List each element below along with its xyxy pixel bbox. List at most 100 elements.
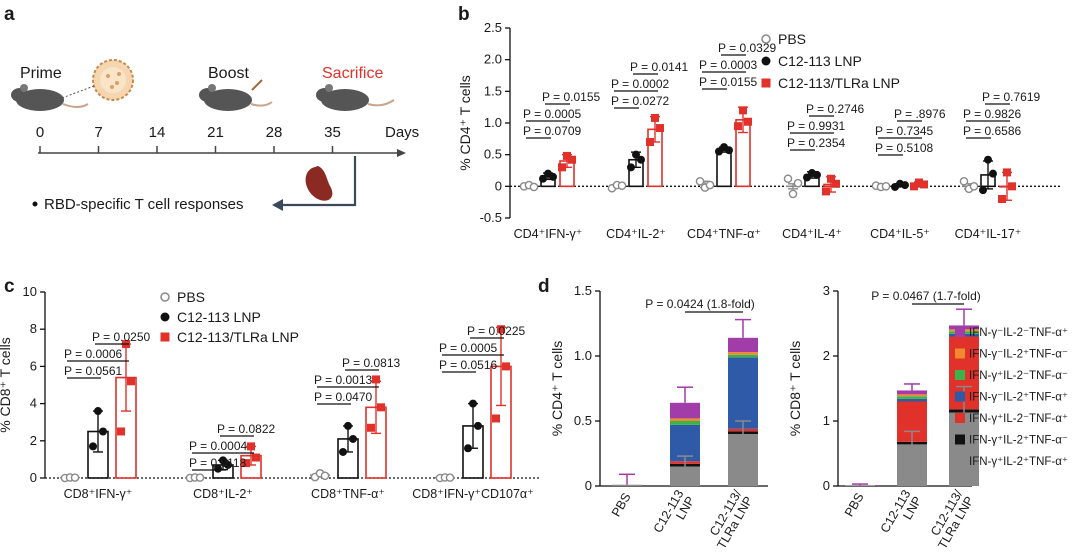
- y-tick-label: 1: [823, 413, 830, 428]
- data-point: [349, 434, 357, 443]
- data-point: [739, 106, 747, 115]
- legend-label: C12-113 LNP: [778, 53, 862, 69]
- legend-label: IFN-γ⁺IL-2⁺TNF-α⁻: [969, 435, 1068, 447]
- data-point: [344, 421, 352, 430]
- stacked-segment: [670, 424, 700, 462]
- bullet-icon: [32, 201, 38, 207]
- data-point: [617, 181, 627, 190]
- sacrifice-label: Sacrifice: [322, 65, 383, 82]
- data-point: [632, 150, 640, 159]
- y-tick-label: 0: [30, 470, 37, 485]
- y-tick-label: -0.5: [480, 210, 502, 225]
- data-point: [367, 423, 375, 432]
- spleen-icon: [305, 166, 333, 201]
- y-tick-label: 0.5: [484, 147, 502, 162]
- y-tick-label: 10: [23, 284, 37, 299]
- y-axis-label: % CD4⁺ T cells: [457, 75, 473, 171]
- legend-marker: [160, 332, 170, 342]
- y-tick-label: 3: [823, 283, 830, 298]
- legend-swatch: [955, 434, 965, 445]
- stacked-segment: [949, 412, 979, 486]
- y-tick-label: 1.0: [484, 115, 502, 130]
- p-value-label: P = 0.0250: [92, 330, 150, 344]
- y-tick-label: 0: [823, 478, 830, 493]
- legend-label: IFN-γ⁻IL-2⁺TNF-α⁺: [969, 392, 1068, 404]
- legend-swatch: [955, 413, 965, 423]
- data-point: [464, 444, 472, 453]
- legend-label: PBS: [177, 289, 205, 305]
- legend-label: C12-113/TLRa LNP: [778, 75, 900, 91]
- stacked-segment: [728, 354, 758, 358]
- p-value-label: P = 0.0005: [439, 341, 497, 355]
- y-tick-label: 2.0: [484, 52, 502, 67]
- readout-arrow: [280, 156, 357, 207]
- data-point: [377, 403, 385, 412]
- data-point: [568, 155, 576, 164]
- boost-label: Boost: [208, 65, 249, 82]
- panel-c: c 10 8 6 4 2 0 % CD8⁺ T cells CD8⁺IFN-γ⁺ P = 0.0…: [0, 276, 540, 501]
- data-point: [539, 174, 547, 183]
- stacked-segment: [897, 396, 927, 399]
- p-value-label: P = 0.0004: [189, 439, 247, 453]
- p-value-label: P = 0.0709: [523, 124, 581, 138]
- data-point: [469, 399, 477, 408]
- stacked-segment: [845, 485, 875, 486]
- y-tick-label: 2: [823, 348, 830, 363]
- p-value-label: P = 0.0467 (1.7-fold): [871, 289, 981, 303]
- data-point: [989, 169, 997, 178]
- stacked-segment: [897, 444, 927, 486]
- data-point: [744, 117, 752, 126]
- y-tick-label: 2: [30, 433, 37, 448]
- days-label: Days: [385, 124, 419, 141]
- p-value-label: P = 0.2746: [806, 102, 864, 116]
- legend-label: IFN-γ⁻IL-2⁺TNF-α⁻: [969, 349, 1068, 361]
- stacked-segment: [728, 434, 758, 486]
- data-point: [705, 180, 715, 190]
- p-value-label: P = 0.0155: [699, 75, 757, 89]
- data-point: [920, 180, 928, 189]
- data-point: [959, 176, 969, 186]
- data-point: [788, 189, 798, 199]
- legend-marker: [761, 78, 771, 88]
- panel-d-label: d: [538, 276, 550, 297]
- y-tick-label: 1.0: [574, 348, 592, 363]
- p-value-label: P = 0.0424 (1.8-fold): [645, 297, 755, 311]
- data-point: [827, 174, 835, 183]
- x-category-line: PBS: [609, 491, 634, 520]
- data-point: [242, 459, 250, 468]
- stacked-segment: [728, 357, 758, 429]
- p-value-label: P = 0.5108: [875, 141, 933, 155]
- stacked-segment: [670, 421, 700, 425]
- x-category-label: CD4⁺IFN-γ⁺: [514, 227, 583, 241]
- data-point: [94, 407, 102, 416]
- data-point: [793, 178, 803, 188]
- data-point: [1008, 182, 1016, 191]
- data-point: [89, 442, 97, 451]
- x-category-label: CD8⁺IL-2⁺: [193, 487, 253, 501]
- p-value-label: P = 0.0141: [630, 60, 688, 74]
- x-category-label: PBS: [842, 491, 867, 520]
- data-point: [637, 155, 645, 164]
- data-point: [320, 471, 330, 481]
- stacked-segment: [897, 398, 927, 402]
- data-point: [99, 427, 107, 436]
- data-point: [195, 473, 205, 482]
- y-tick-label: 6: [30, 358, 37, 373]
- timeline-day-label: 0: [36, 124, 44, 141]
- prime-label: Prime: [20, 65, 62, 82]
- data-point: [1003, 168, 1011, 177]
- p-value-label: P = 0.0561: [64, 364, 122, 378]
- timeline: 0 7 14 21 28 35: [36, 124, 406, 157]
- data-point: [725, 146, 733, 155]
- panel-d-cd8: 3 2 1 0 % CD8⁺ T cells PBS C12-113LNP C12-113/T…: [787, 283, 1068, 552]
- x-category-line: PBS: [842, 491, 867, 520]
- data-point: [813, 170, 821, 179]
- stacked-segment: [612, 484, 642, 486]
- legend-label: IFN-γ⁻IL-2⁻TNF-α⁺: [969, 327, 1068, 339]
- data-point: [117, 427, 125, 436]
- x-category-label: C12-113/TLRa LNP: [924, 487, 977, 551]
- p-value-label: P = 0.0516: [439, 358, 497, 372]
- data-point: [910, 182, 918, 191]
- data-point: [549, 172, 557, 181]
- p-value-label: P = 0.0118: [189, 456, 247, 470]
